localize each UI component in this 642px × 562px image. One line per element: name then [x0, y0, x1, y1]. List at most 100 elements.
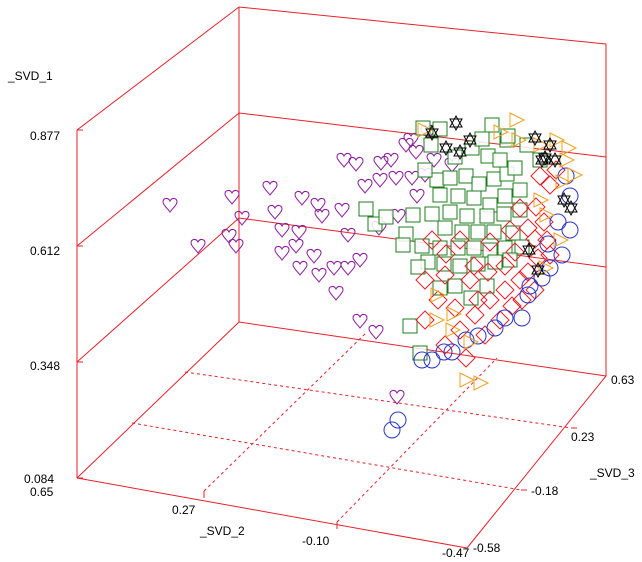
star-marker — [531, 261, 545, 279]
square-marker — [512, 182, 528, 198]
square-marker — [507, 160, 523, 176]
circle-marker — [557, 167, 575, 185]
square-marker — [442, 204, 458, 220]
heart-marker — [368, 325, 384, 340]
star-marker — [564, 199, 578, 217]
diamond-marker — [435, 265, 455, 285]
heart-marker — [388, 171, 404, 186]
triangle-marker — [561, 140, 578, 156]
heart-marker — [274, 246, 290, 261]
svd3-tick-label: -0.18 — [531, 484, 559, 498]
square-marker — [414, 238, 430, 254]
heart-marker — [224, 190, 240, 205]
back-top-edge — [238, 6, 607, 45]
circle-marker — [539, 235, 557, 253]
star-marker — [538, 149, 552, 167]
star-marker — [439, 139, 453, 157]
triangle-marker — [463, 334, 480, 350]
heart-marker — [373, 156, 389, 171]
heart-marker — [311, 268, 327, 283]
square-marker — [432, 280, 448, 296]
triangle-marker — [446, 306, 463, 322]
circle-marker — [435, 343, 453, 361]
heart-marker — [372, 173, 388, 188]
square-marker — [459, 208, 475, 224]
svd3-tick-label: 0.63 — [611, 373, 635, 387]
circle-marker — [443, 343, 461, 361]
square-marker — [412, 345, 428, 361]
square-marker — [471, 176, 487, 192]
data-markers — [162, 112, 584, 439]
diamond-marker — [540, 245, 560, 265]
circle-marker — [549, 213, 567, 231]
triangle-marker — [459, 372, 476, 388]
square-marker — [378, 209, 394, 225]
svd2-tick-label: -0.47 — [442, 546, 470, 560]
circle-marker — [519, 286, 537, 304]
triangle-marker — [445, 322, 462, 338]
heart-marker — [357, 179, 373, 194]
square-marker — [432, 187, 448, 203]
square-marker — [423, 137, 439, 153]
diamond-marker — [510, 270, 530, 290]
circle-marker — [469, 327, 487, 345]
left-grid-2 — [76, 217, 240, 363]
square-marker — [479, 278, 495, 294]
svd3-axis-line — [466, 375, 607, 549]
star-marker — [425, 124, 439, 142]
square-marker — [450, 188, 466, 204]
diamond-marker — [460, 270, 480, 290]
svd1-axis-label: _SVD_1 — [7, 69, 53, 83]
circle-marker — [423, 351, 441, 369]
diamond-marker — [422, 230, 442, 250]
svd3-axis-label: _SVD_3 — [589, 466, 635, 480]
star-marker — [557, 191, 571, 209]
square-marker — [486, 171, 502, 187]
left-top-edge — [76, 6, 240, 131]
circle-marker — [533, 269, 551, 287]
square-marker — [410, 259, 426, 275]
diamond-marker — [505, 242, 525, 262]
square-marker — [479, 208, 495, 224]
star-marker — [528, 129, 542, 147]
heart-marker — [352, 314, 368, 329]
svd2-axis-label: _SVD_2 — [199, 524, 245, 538]
square-marker — [505, 225, 521, 241]
diamond-marker — [480, 232, 500, 252]
heart-marker — [294, 191, 310, 206]
svd1-tick-label: 0.612 — [30, 244, 60, 258]
triangle-marker — [473, 375, 490, 391]
heart-marker — [291, 225, 307, 240]
diamond-marker — [525, 229, 545, 249]
diamond-marker — [465, 305, 485, 325]
triangle-marker — [553, 232, 570, 248]
diamond-marker — [475, 325, 495, 345]
triangle-marker — [533, 192, 550, 208]
triangle-marker — [429, 312, 446, 328]
diamond-marker — [464, 256, 484, 276]
heart-marker — [274, 223, 290, 238]
square-marker — [395, 237, 411, 253]
diamond-marker — [435, 335, 455, 355]
svd2-tick-label: -0.10 — [302, 534, 330, 548]
heart-marker — [228, 239, 244, 254]
circle-marker — [486, 319, 504, 337]
heart-marker — [340, 261, 356, 276]
triangle-marker — [493, 124, 510, 140]
svd3-tick-label: -0.58 — [473, 541, 501, 555]
square-marker — [432, 240, 448, 256]
star-marker — [522, 241, 536, 259]
diamond-marker — [534, 212, 554, 232]
square-marker — [512, 202, 528, 218]
triangle-marker — [555, 174, 572, 190]
heart-marker — [328, 286, 344, 301]
square-marker — [417, 162, 433, 178]
diamond-marker — [530, 166, 550, 186]
svd2-tick-label: 0.65 — [30, 485, 54, 499]
diamond-marker — [456, 348, 476, 368]
square-marker — [454, 224, 470, 240]
triangle-marker — [509, 112, 526, 128]
heart-marker — [409, 189, 425, 204]
svd2-axis-line — [76, 477, 468, 549]
